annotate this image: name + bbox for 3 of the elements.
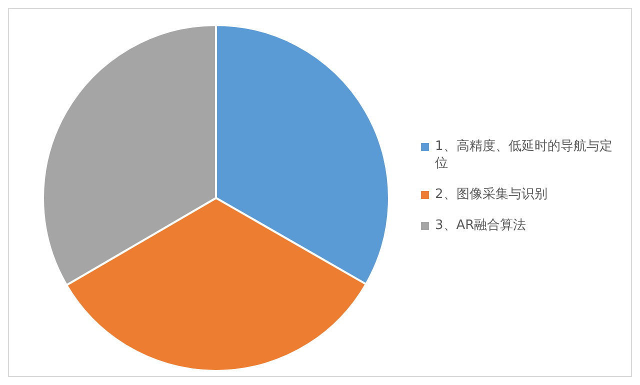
legend-label: 3、AR融合算法 xyxy=(435,216,526,234)
legend-label: 2、图像采集与识别 xyxy=(435,186,548,202)
legend-label: 1、高精度、低延时的导航与定位 xyxy=(435,138,614,172)
